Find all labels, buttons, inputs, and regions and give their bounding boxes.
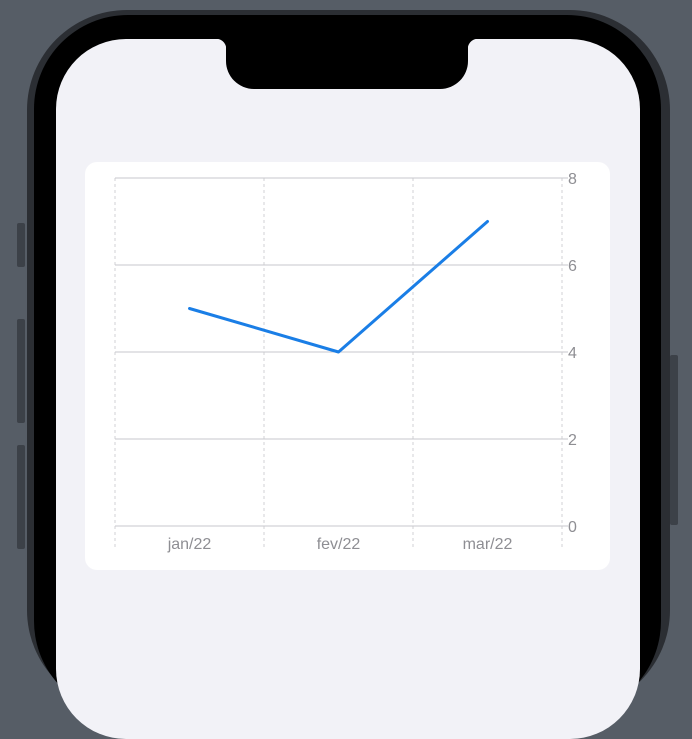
line-chart: 0 2 4 6 8 jan/22 fev/22 mar/22 [114,171,577,553]
series-line [188,220,489,354]
volume-up-button [17,319,25,423]
chart-card [85,162,610,570]
x-axis-ticks: jan/22 fev/22 mar/22 [167,536,513,553]
power-button [670,355,678,525]
horizontal-gridlines [115,177,562,527]
silent-switch [17,223,25,267]
notch [216,39,478,89]
x-tick-label: mar/22 [463,536,513,553]
y-tick-label: 0 [568,519,577,536]
volume-down-button [17,445,25,549]
y-tick-label: 6 [568,258,577,275]
y-axis-ticks: 0 2 4 6 8 [562,171,577,536]
x-tick-label: jan/22 [167,536,212,553]
y-tick-label: 2 [568,432,577,449]
y-tick-label: 8 [568,171,577,188]
y-tick-label: 4 [568,345,577,362]
chart-series [188,220,489,354]
x-tick-label: fev/22 [317,536,361,553]
vertical-gridlines [114,178,563,550]
